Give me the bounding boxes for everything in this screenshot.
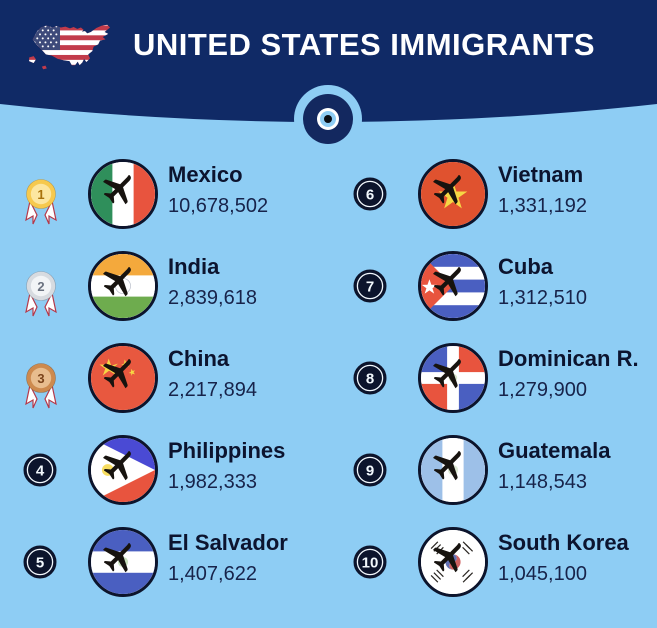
svg-text:3: 3 <box>37 371 44 386</box>
svg-text:2: 2 <box>37 279 44 294</box>
svg-text:9: 9 <box>366 462 374 479</box>
svg-text:10: 10 <box>362 554 379 571</box>
svg-text:7: 7 <box>366 278 374 295</box>
svg-text:1: 1 <box>37 187 44 202</box>
svg-text:8: 8 <box>366 370 374 387</box>
svg-text:6: 6 <box>366 186 374 203</box>
svg-text:4: 4 <box>36 462 45 479</box>
svg-text:5: 5 <box>36 554 44 571</box>
